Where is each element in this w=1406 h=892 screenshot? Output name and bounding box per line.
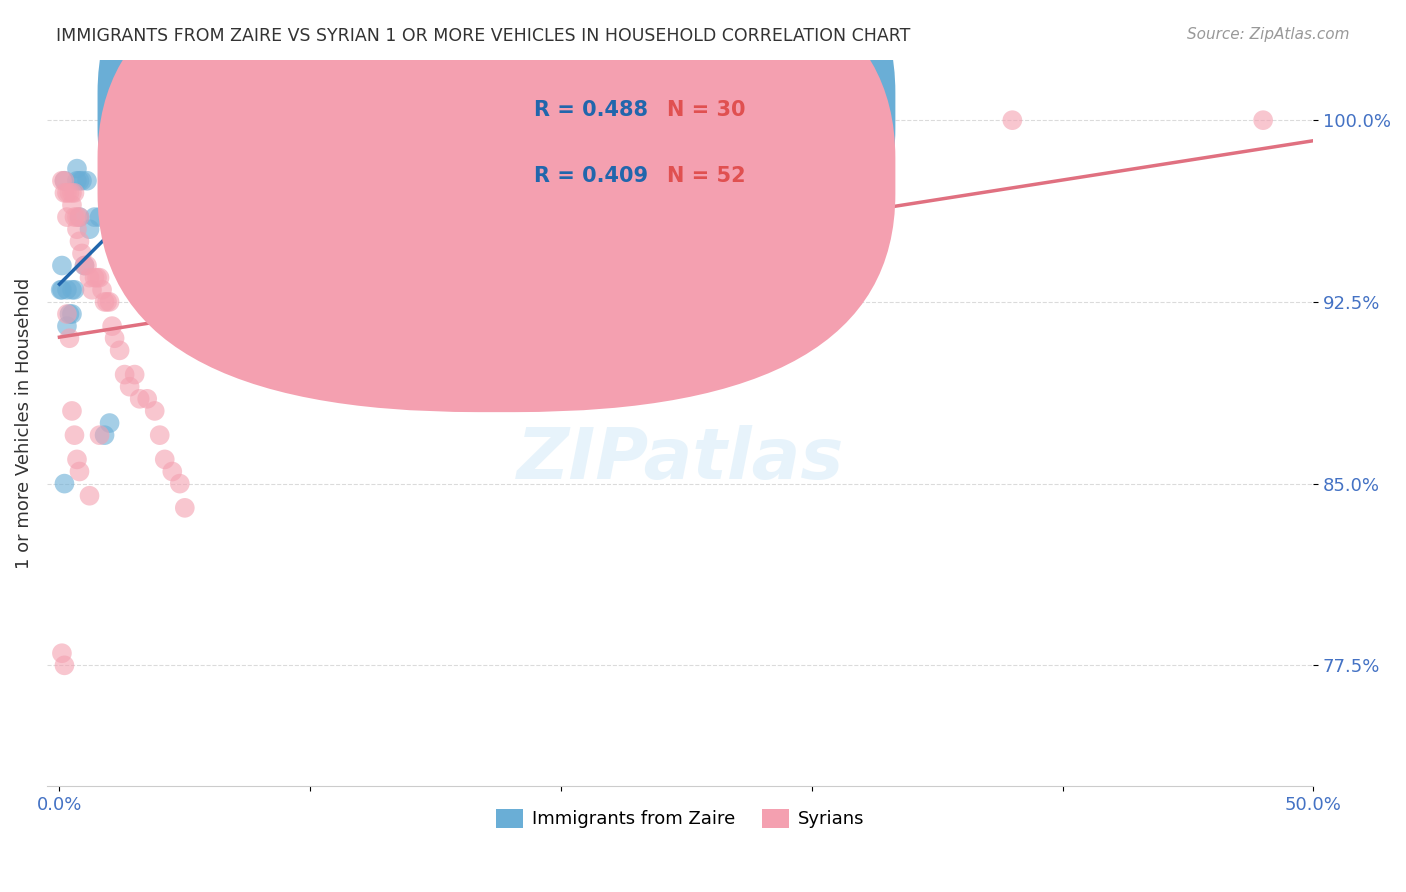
Syrians [60, 198, 83, 212]
Text: R = 0.409: R = 0.409 [534, 166, 648, 186]
Text: Source: ZipAtlas.com: Source: ZipAtlas.com [1187, 27, 1350, 42]
Immigrants from Zaire [98, 416, 121, 430]
Syrians [1001, 113, 1024, 128]
Syrians [80, 283, 103, 297]
Syrians [104, 331, 127, 345]
Syrians [66, 222, 89, 236]
Syrians [108, 343, 131, 358]
Immigrants from Zaire [143, 174, 166, 188]
Text: N = 52: N = 52 [668, 166, 747, 186]
Syrians [69, 235, 91, 249]
Text: R = 0.488: R = 0.488 [534, 101, 648, 120]
Immigrants from Zaire [69, 210, 91, 224]
Syrians [60, 186, 83, 200]
Legend: Immigrants from Zaire, Syrians: Immigrants from Zaire, Syrians [488, 802, 872, 836]
Syrians [91, 283, 114, 297]
Syrians [79, 270, 101, 285]
Syrians [136, 392, 159, 406]
Immigrants from Zaire [124, 174, 146, 188]
Syrians [93, 294, 115, 309]
Immigrants from Zaire [83, 210, 105, 224]
Syrians [114, 368, 136, 382]
Syrians [56, 186, 79, 200]
Immigrants from Zaire [73, 259, 96, 273]
Syrians [63, 210, 86, 224]
Syrians [162, 465, 184, 479]
Syrians [101, 319, 124, 334]
Syrians [79, 489, 101, 503]
Syrians [89, 428, 111, 442]
FancyBboxPatch shape [97, 0, 896, 347]
Immigrants from Zaire [76, 174, 98, 188]
Syrians [143, 404, 166, 418]
Syrians [173, 500, 195, 515]
FancyBboxPatch shape [453, 96, 832, 227]
Immigrants from Zaire [104, 198, 127, 212]
Syrians [1251, 113, 1274, 128]
Y-axis label: 1 or more Vehicles in Household: 1 or more Vehicles in Household [15, 277, 32, 569]
Immigrants from Zaire [60, 283, 83, 297]
Syrians [83, 270, 105, 285]
Syrians [63, 186, 86, 200]
Syrians [96, 294, 118, 309]
Syrians [169, 476, 191, 491]
Syrians [86, 270, 108, 285]
Syrians [76, 259, 98, 273]
Text: ZIPatlas: ZIPatlas [516, 425, 844, 494]
Syrians [66, 210, 89, 224]
Syrians [98, 294, 121, 309]
Syrians [56, 210, 79, 224]
Immigrants from Zaire [66, 161, 89, 176]
Immigrants from Zaire [56, 283, 79, 297]
Syrians [53, 186, 76, 200]
Immigrants from Zaire [53, 476, 76, 491]
Immigrants from Zaire [56, 319, 79, 334]
Syrians [58, 186, 80, 200]
Immigrants from Zaire [70, 174, 93, 188]
Immigrants from Zaire [51, 283, 73, 297]
Syrians [66, 452, 89, 467]
Immigrants from Zaire [69, 174, 91, 188]
Syrians [60, 404, 83, 418]
Immigrants from Zaire [93, 428, 115, 442]
Immigrants from Zaire [111, 174, 134, 188]
Syrians [51, 646, 73, 660]
Syrians [58, 331, 80, 345]
Immigrants from Zaire [79, 222, 101, 236]
Syrians [51, 174, 73, 188]
FancyBboxPatch shape [97, 0, 896, 412]
Immigrants from Zaire [118, 174, 141, 188]
Syrians [63, 428, 86, 442]
Immigrants from Zaire [66, 174, 89, 188]
Syrians [89, 270, 111, 285]
Immigrants from Zaire [153, 174, 176, 188]
Syrians [73, 259, 96, 273]
Syrians [128, 392, 150, 406]
Immigrants from Zaire [53, 174, 76, 188]
Syrians [56, 307, 79, 321]
Syrians [124, 368, 146, 382]
Syrians [70, 246, 93, 260]
Immigrants from Zaire [136, 198, 159, 212]
Text: N = 30: N = 30 [668, 101, 747, 120]
Text: IMMIGRANTS FROM ZAIRE VS SYRIAN 1 OR MORE VEHICLES IN HOUSEHOLD CORRELATION CHAR: IMMIGRANTS FROM ZAIRE VS SYRIAN 1 OR MOR… [56, 27, 911, 45]
Syrians [153, 452, 176, 467]
Syrians [69, 210, 91, 224]
Immigrants from Zaire [58, 307, 80, 321]
Syrians [53, 658, 76, 673]
Immigrants from Zaire [51, 259, 73, 273]
Syrians [69, 465, 91, 479]
Immigrants from Zaire [60, 307, 83, 321]
Immigrants from Zaire [49, 283, 72, 297]
Immigrants from Zaire [89, 210, 111, 224]
Syrians [53, 174, 76, 188]
Syrians [118, 380, 141, 394]
Immigrants from Zaire [63, 283, 86, 297]
Syrians [149, 428, 172, 442]
